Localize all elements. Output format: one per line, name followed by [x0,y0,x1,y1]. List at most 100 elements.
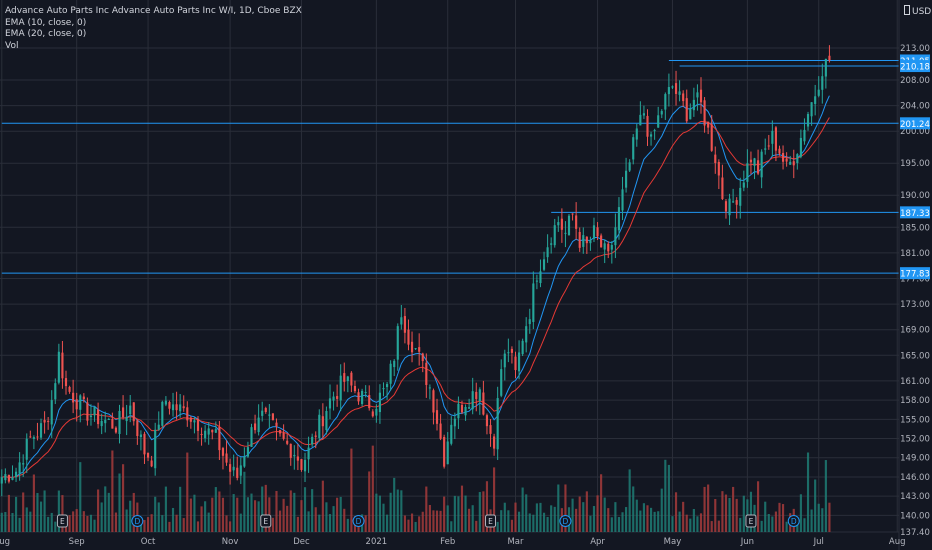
volume-legend[interactable]: Vol [5,40,19,51]
candle-body [468,407,471,409]
price-tick-label: 181.00 [900,249,930,259]
candle-body [703,100,706,126]
candle-body [246,447,250,457]
candle-body [500,369,503,396]
symbol-title[interactable]: Advance Auto Parts Inc Advance Auto Part… [5,6,302,16]
candle-body [628,162,631,171]
volume-bar [193,494,196,532]
candle-body [817,89,820,96]
candle-body [550,243,553,245]
volume-bar [318,514,321,532]
ema10-legend[interactable]: EMA (10, close, 0) [5,17,87,28]
candle-body [685,98,688,122]
volume-bar [478,492,481,532]
volume-bar [817,503,820,532]
candle-body [457,403,460,419]
event-marker-label: E [749,517,754,526]
candle-body [689,108,692,120]
time-tick-label: Jun [740,537,754,547]
volume-bar [300,500,303,532]
volume-bar [724,494,728,532]
candle-body [528,319,531,325]
candle-body [485,415,489,427]
candle-body [692,99,695,111]
candlesticks [0,45,831,497]
candle-body [617,207,621,231]
candle-body [728,198,731,216]
candle-body [271,413,274,421]
volume-bar [457,496,460,532]
earnings-marker [485,514,497,528]
candle-body [517,352,521,372]
candle-body [171,404,175,411]
volume-bar [393,477,396,532]
volume-bar [14,496,18,532]
candle-body [82,396,85,400]
candle-body [721,177,724,200]
candle-body [0,477,3,484]
volume-bar [810,509,813,532]
volume-bar [507,510,510,532]
candle-body [503,353,506,368]
volume-bar [760,520,763,532]
candle-body [585,236,588,244]
price-tick-label: 155.00 [900,415,930,425]
candle-body [425,362,428,385]
volume-bar [257,501,260,532]
candle-body [68,386,71,392]
candle-body [207,428,210,435]
price-tick-label: 213.00 [900,44,930,54]
volume-bar [828,502,831,532]
candle-body [535,280,538,282]
volume-bar [414,521,417,532]
volume-bar [542,512,546,532]
volume-bar [368,471,371,532]
candle-body [767,145,770,147]
volume-bar [696,516,699,532]
price-tick-label: 165.00 [900,351,930,361]
volume-bar [510,519,514,532]
candle-body [510,348,514,353]
candle-body [289,443,292,458]
candle-body [164,400,167,405]
candle-body [150,460,153,467]
candle-body [564,232,567,234]
price-tick-label: 208.00 [900,76,930,86]
candle-body [250,427,253,447]
time-axis[interactable]: Aug Sep Oct Nov Dec 2021 Feb Mar Apr May Jun Jul Aug [0,537,906,547]
volume-bar [264,484,267,532]
candle-body [54,383,57,400]
volume-bar [407,519,410,532]
volume-bar [657,511,660,532]
price-tick-label: 185.00 [900,223,930,233]
volume-bar [232,494,235,532]
candle-body [778,148,781,154]
candle-body [125,416,128,422]
volume-bar [653,511,656,532]
level-price-label: 210.18 [900,63,930,73]
currency-label[interactable]: USD [904,5,931,17]
candle-body [371,411,374,417]
time-tick-label: Apr [590,537,605,547]
candle-body [196,418,200,431]
candle-body [764,148,767,150]
candle-body [475,391,478,399]
ema20-legend[interactable]: EMA (20, close, 0) [5,29,87,39]
candle-body [653,130,656,132]
candle-body [589,240,592,244]
volume-bar [728,497,731,532]
candle-body [542,259,546,270]
volume-bar [781,504,785,532]
candle-body [824,58,827,77]
candle-body [396,326,399,360]
volume-bar [22,492,25,532]
dividend-marker [131,515,144,527]
horizontal-level-lines[interactable] [1,59,899,274]
candle-body [446,441,449,465]
event-marker-label: D [563,517,569,526]
price-axis[interactable]: 213.00 208.00 204.00 200.00 195.00 190.00 185.… [900,44,930,538]
candle-body [122,407,125,418]
volume-bar [446,505,449,532]
